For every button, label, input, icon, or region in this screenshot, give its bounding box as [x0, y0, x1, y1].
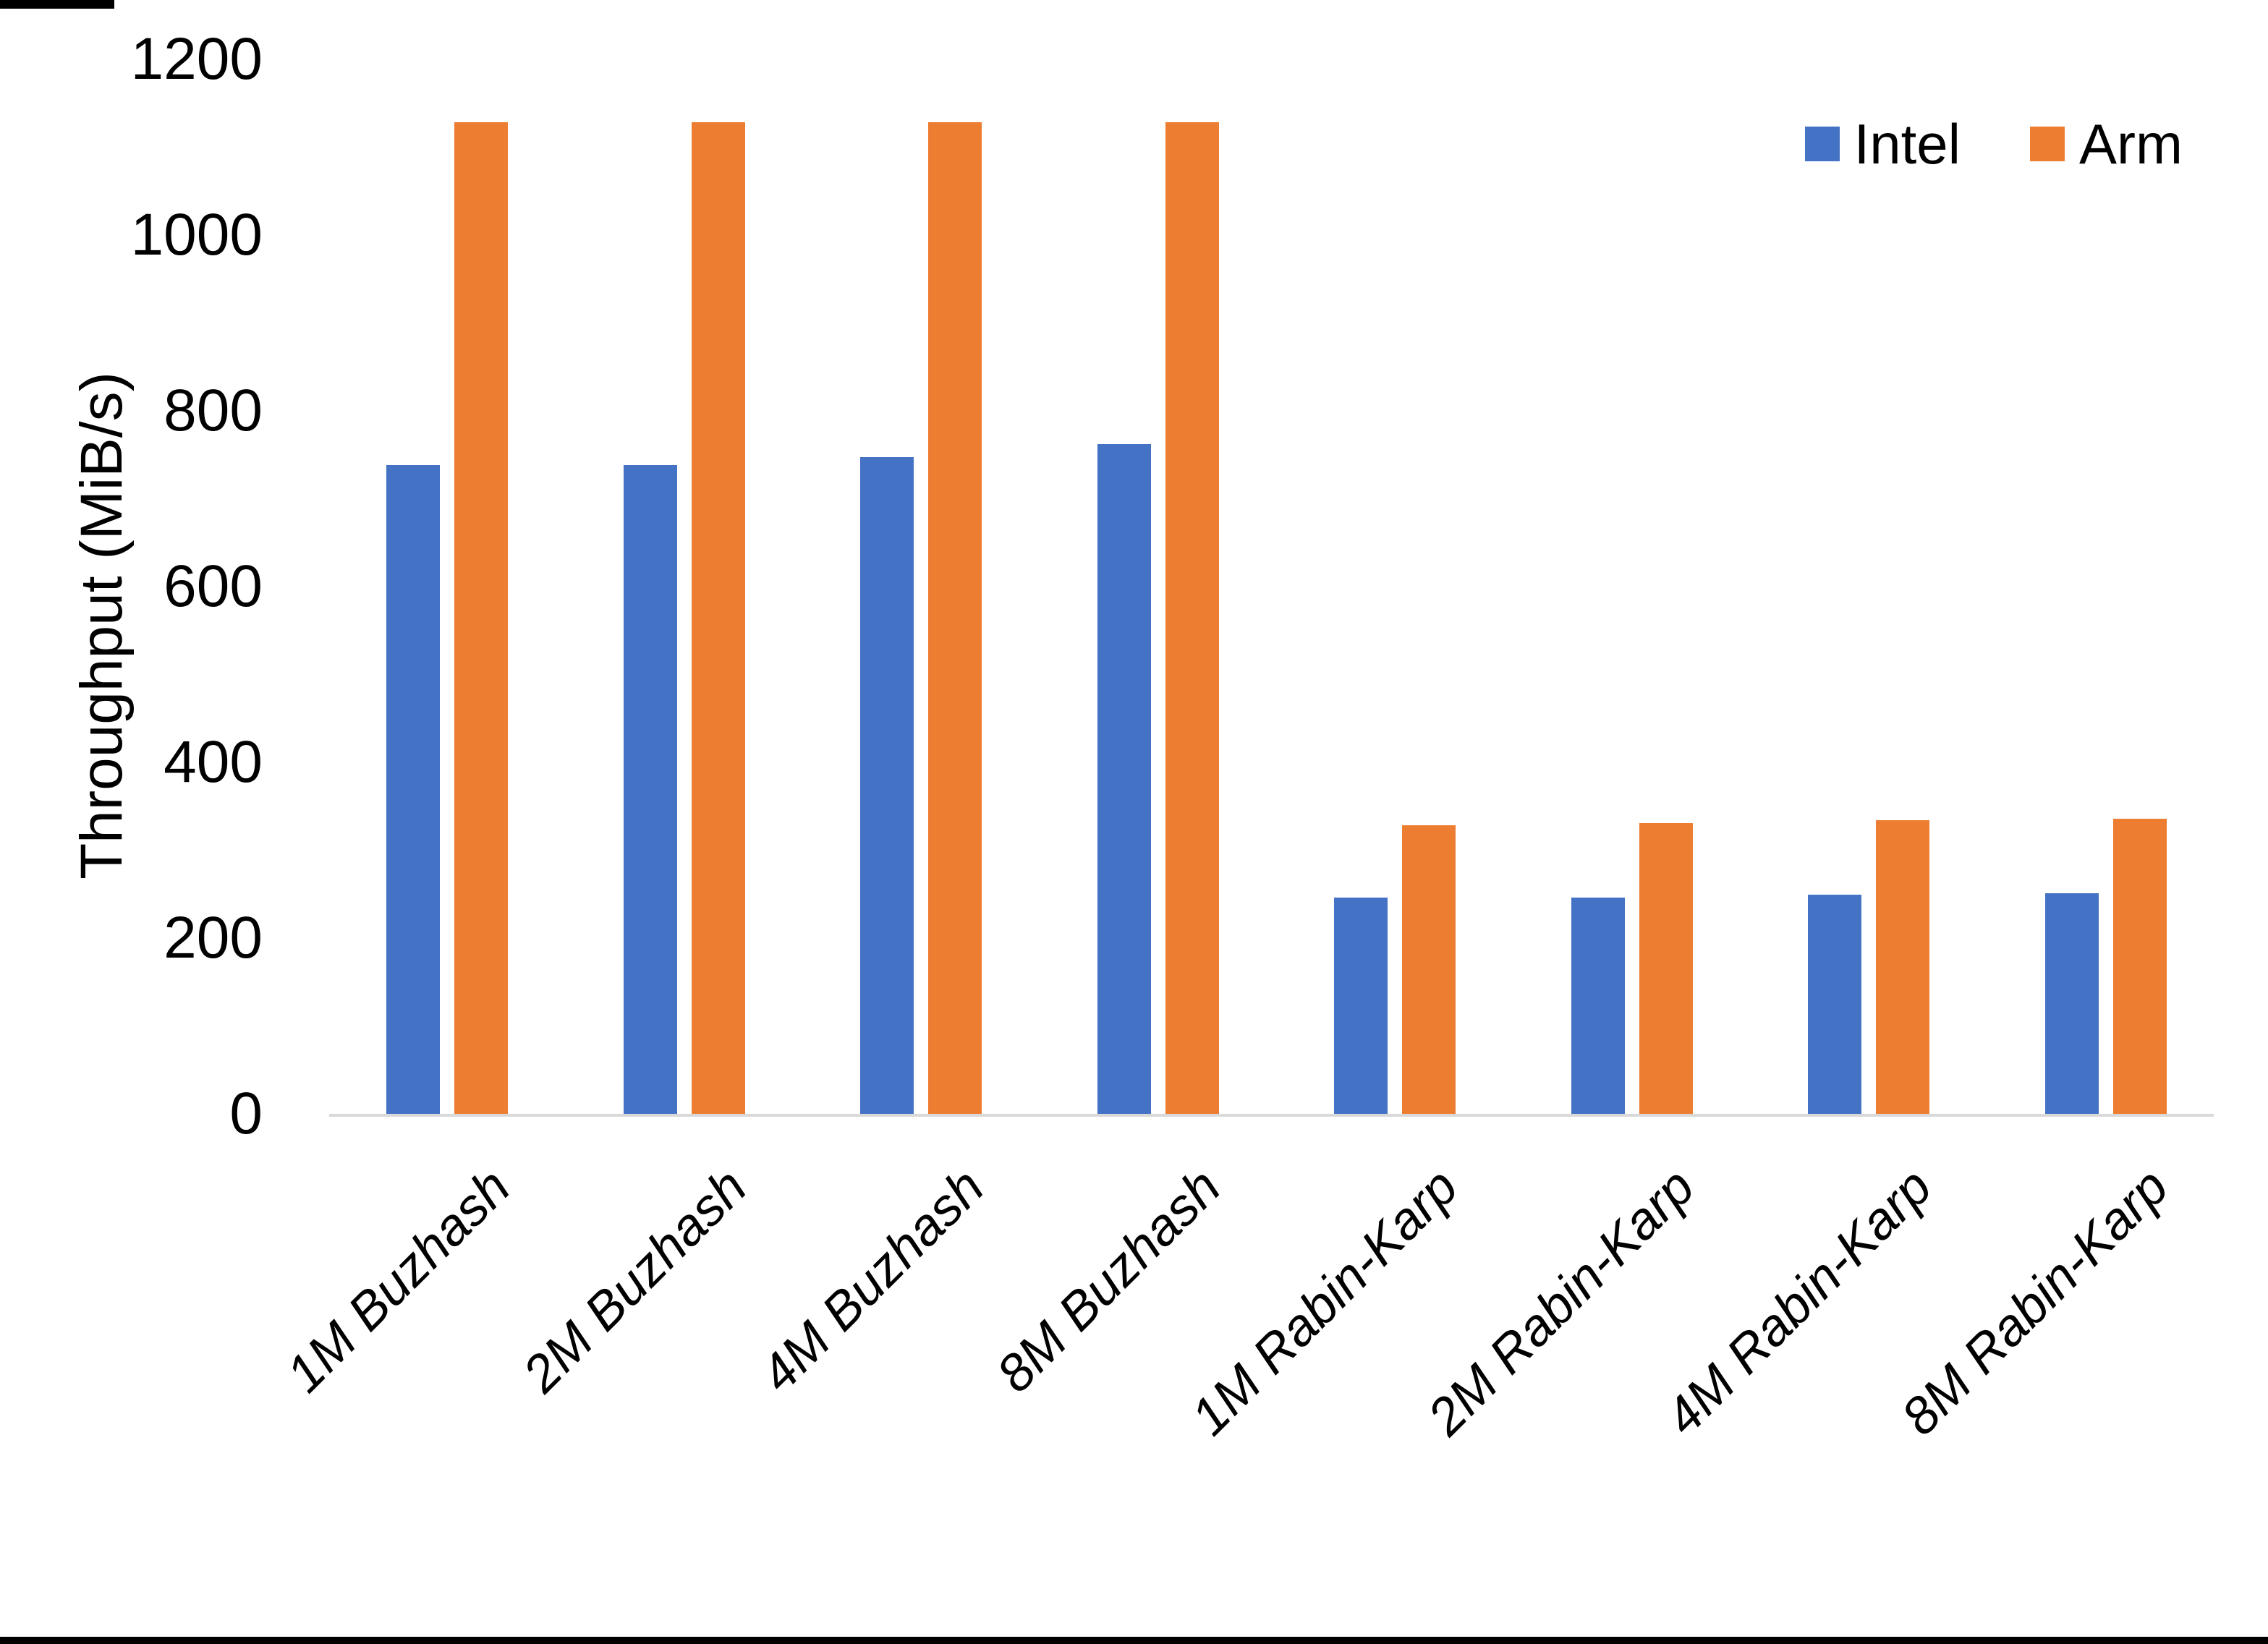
- bar-intel-6: [1571, 898, 1625, 1114]
- y-tick-label: 1200: [130, 26, 263, 92]
- y-axis-title: Throughput (MiB/s): [69, 372, 135, 880]
- bar-intel-4: [1097, 444, 1151, 1114]
- legend: Intel Arm: [1804, 112, 2183, 176]
- legend-swatch-icon: [1804, 127, 1840, 161]
- y-tick-label: 1000: [130, 202, 263, 268]
- x-category-label: 4M Buzhash: [749, 1157, 995, 1404]
- bar-intel-2: [623, 465, 677, 1114]
- legend-item-arm: Arm: [2030, 116, 2183, 172]
- bar-arm-5: [1402, 825, 1456, 1114]
- x-category-label: 8M Buzhash: [986, 1157, 1232, 1404]
- bar-arm-6: [1639, 822, 1693, 1114]
- x-category-label: 2M Buzhash: [512, 1157, 758, 1404]
- x-axis-line: [329, 1114, 2214, 1117]
- bar-arm-4: [1165, 122, 1219, 1114]
- y-tick-label: 800: [163, 378, 263, 443]
- legend-item-intel: Intel: [1804, 112, 1961, 176]
- y-tick-label: 200: [163, 905, 263, 971]
- y-tick-label: 0: [229, 1081, 263, 1146]
- bar-intel-7: [1808, 895, 1861, 1114]
- bar-arm-7: [1876, 820, 1929, 1114]
- bar-intel-3: [860, 457, 914, 1114]
- bar-arm-2: [691, 122, 745, 1114]
- legend-label: Arm: [2079, 112, 2183, 176]
- y-tick-label: 600: [163, 553, 263, 619]
- screenshot-corner-artifact: [0, 0, 114, 9]
- bar-arm-8: [2112, 818, 2167, 1114]
- bar-intel-1: [386, 465, 440, 1114]
- y-tick-label: 400: [163, 729, 263, 795]
- x-category-label: 1M Buzhash: [275, 1157, 522, 1404]
- legend-label: Intel: [1853, 112, 1961, 176]
- bottom-border-bar: [0, 1637, 2268, 1644]
- bar-intel-8: [2044, 893, 2099, 1114]
- bar-arm-3: [928, 122, 982, 1114]
- legend-swatch-icon: [2030, 127, 2065, 161]
- bar-arm-1: [454, 122, 508, 1114]
- bar-intel-5: [1334, 898, 1388, 1114]
